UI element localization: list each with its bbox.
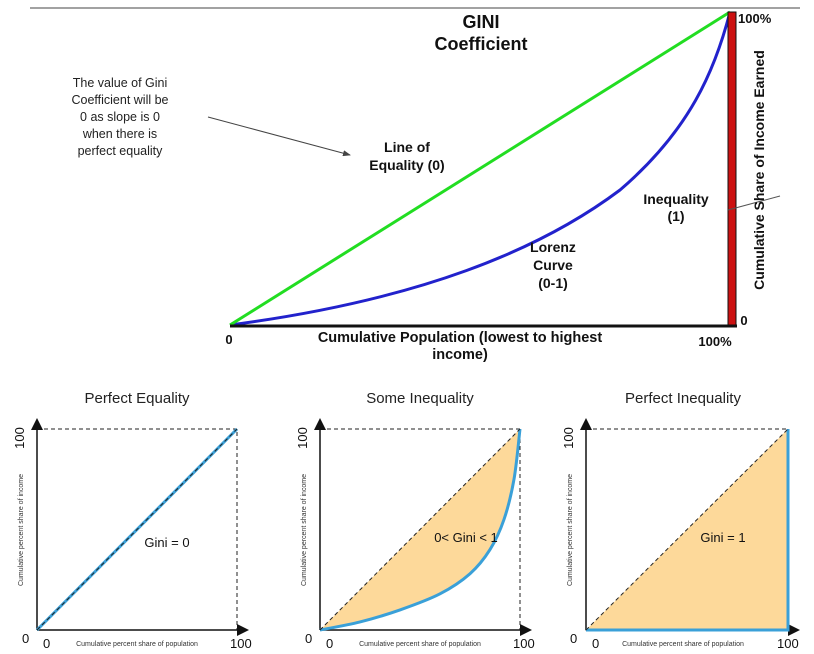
- panel-title: Perfect Equality: [84, 390, 190, 407]
- lorenz-label-line1: Lorenz: [530, 239, 576, 255]
- main-y-top-label: 100%: [738, 11, 772, 26]
- main-x-axis-label-line2: income): [432, 347, 488, 363]
- main-x-axis-label-line1: Cumulative Population (lowest to highest: [318, 330, 603, 346]
- equality-label-line1: Line of: [384, 139, 430, 155]
- main-title-line1: GINI: [462, 12, 499, 32]
- main-title-line2: Coefficient: [434, 34, 527, 54]
- note-line-3: 0 as slope is 0: [80, 110, 160, 124]
- equality-label-line2: Equality (0): [369, 157, 444, 173]
- panel-tick-max-y: 100: [295, 427, 310, 449]
- panel-gini-label: Gini = 0: [144, 535, 189, 550]
- line-of-equality: [229, 10, 731, 327]
- main-gini-diagram: GINI Coefficient The value of Gini Coeff…: [71, 10, 781, 363]
- panel-perfect-inequality: Perfect Inequality Gini = 1 0 0 100 100 …: [561, 390, 800, 651]
- panel-title: Perfect Inequality: [625, 390, 741, 407]
- panel-tick-zero-x: 0: [43, 636, 50, 651]
- panel-tick-zero-x: 0: [326, 636, 333, 651]
- panel-tick-zero-y: 0: [22, 631, 29, 646]
- inequality-label-line2: (1): [667, 208, 684, 224]
- panel-x-axis-label: Cumulative percent share of population: [359, 641, 481, 648]
- panel-perfect-equality: Perfect Equality Gini = 0 0 0 100 100 Cu…: [12, 390, 252, 651]
- panel-y-axis-label: Cumulative percent share of income: [567, 474, 574, 586]
- panel-tick-max-x: 100: [230, 636, 252, 651]
- panel-lorenz-curve: [586, 429, 790, 632]
- panel-y-axis-label: Cumulative percent share of income: [18, 474, 25, 586]
- panel-tick-max-y: 100: [561, 427, 576, 449]
- lorenz-label-line3: (0-1): [538, 275, 568, 291]
- panel-some-inequality: Some Inequality 0< Gini < 1 0 0 100 100 …: [295, 390, 535, 651]
- panel-x-axis-label: Cumulative percent share of population: [76, 641, 198, 648]
- panel-tick-max-x: 100: [513, 636, 535, 651]
- main-y-zero-label: 0: [740, 313, 747, 328]
- note-line-4: when there is: [82, 127, 157, 141]
- panel-y-axis-label: Cumulative percent share of income: [301, 474, 308, 586]
- inequality-pointer-line: [727, 195, 781, 211]
- panel-tick-max-x: 100: [777, 636, 799, 651]
- main-origin-label: 0: [225, 332, 232, 347]
- panel-tick-zero-y: 0: [305, 631, 312, 646]
- panel-gini-label: 0< Gini < 1: [434, 530, 498, 545]
- inequality-label-line1: Inequality: [643, 191, 709, 207]
- lorenz-label-line2: Curve: [533, 257, 573, 273]
- panel-equality-overlay: [36, 428, 238, 631]
- panel-lorenz-curve: [319, 428, 522, 632]
- panel-tick-max-y: 100: [12, 427, 27, 449]
- panel-x-axis-label: Cumulative percent share of population: [622, 641, 744, 648]
- panel-tick-zero-y: 0: [570, 631, 577, 646]
- gini-note: The value of Gini Coefficient will be 0 …: [71, 76, 168, 158]
- main-x-end-label: 100%: [698, 334, 732, 349]
- main-y-axis-label: Cumulative Share of Income Earned: [751, 50, 767, 290]
- note-pointer-arrow: [207, 116, 351, 157]
- panel-tick-zero-x: 0: [592, 636, 599, 651]
- note-line-5: perfect equality: [78, 144, 164, 158]
- lorenz-curve-line: [229, 11, 732, 327]
- panel-title: Some Inequality: [366, 390, 474, 407]
- panel-gini-label: Gini = 1: [700, 530, 745, 545]
- note-line-2: Coefficient will be: [71, 93, 168, 107]
- note-line-1: The value of Gini: [73, 76, 168, 90]
- panel-equality-line: [319, 428, 521, 631]
- inequality-line: [727, 11, 737, 327]
- panel-equality-line: [585, 428, 789, 631]
